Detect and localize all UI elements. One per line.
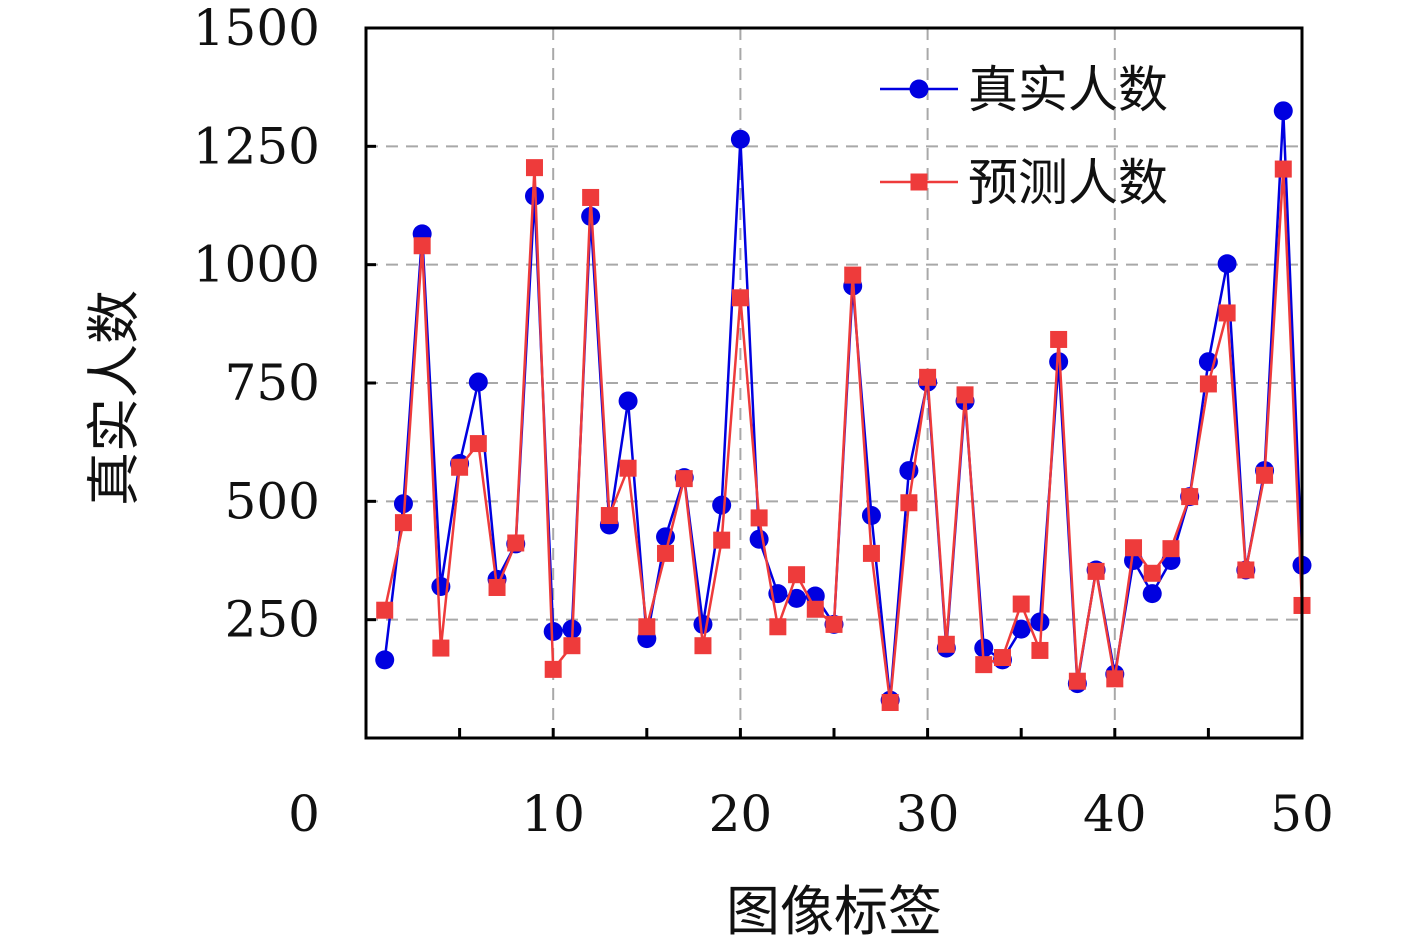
point-s1-27 <box>862 544 880 562</box>
point-s1-9 <box>525 159 543 177</box>
axis-ticks <box>366 144 1210 738</box>
x-tick-label-40: 40 <box>1083 785 1147 843</box>
point-s1-11 <box>563 637 581 655</box>
point-s0-23 <box>787 588 807 608</box>
point-s0-42 <box>1142 584 1162 604</box>
point-s1-30 <box>919 368 937 386</box>
point-s1-2 <box>394 514 412 532</box>
point-s1-33 <box>975 656 993 674</box>
point-s1-35 <box>1012 595 1030 613</box>
point-s1-4 <box>432 639 450 657</box>
point-s0-20 <box>730 129 750 149</box>
point-s1-49 <box>1274 160 1292 178</box>
legend: 真实人数 预测人数 <box>880 61 1168 212</box>
point-s1-37 <box>1050 330 1068 348</box>
series-layer <box>375 101 1312 711</box>
point-s1-28 <box>881 694 899 711</box>
point-s1-15 <box>638 618 656 636</box>
point-s0-46 <box>1217 254 1237 274</box>
y-axis-title: 真实人数 <box>83 290 146 506</box>
x-tick-label-0: 0 <box>288 785 320 843</box>
x-tick-label-10: 10 <box>521 785 585 843</box>
y-tick-label-1500: 1500 <box>193 0 320 57</box>
point-s0-1 <box>375 650 395 670</box>
x-tick-label-20: 20 <box>709 785 773 843</box>
point-s0-49 <box>1273 101 1293 121</box>
point-s1-22 <box>769 618 787 636</box>
point-s1-12 <box>582 188 600 206</box>
point-s1-16 <box>657 544 675 562</box>
grid <box>366 28 1302 738</box>
point-s1-19 <box>713 531 731 549</box>
x-tick-labels: 0 10 20 30 40 50 <box>288 785 1334 843</box>
point-s1-43 <box>1162 540 1180 558</box>
series-line-1 <box>383 166 1304 704</box>
point-s1-1 <box>376 601 394 619</box>
point-s1-36 <box>1031 641 1049 659</box>
point-s0-2 <box>393 494 413 514</box>
point-s0-18 <box>693 614 713 634</box>
point-s1-7 <box>488 578 506 596</box>
point-s0-36 <box>1030 612 1050 632</box>
point-s1-24 <box>806 600 824 618</box>
point-s1-42 <box>1143 564 1161 582</box>
point-s1-14 <box>619 459 637 477</box>
point-s1-32 <box>956 386 974 404</box>
y-tick-labels: 250 500 750 1000 1250 1500 <box>193 0 320 649</box>
point-s1-34 <box>993 649 1011 667</box>
point-s0-6 <box>468 372 488 392</box>
y-tick-label-250: 250 <box>225 591 320 649</box>
series-1 <box>376 159 1311 711</box>
y-tick-label-750: 750 <box>225 354 320 412</box>
point-s1-6 <box>469 435 487 453</box>
point-s0-14 <box>618 391 638 411</box>
y-tick-label-1250: 1250 <box>193 117 320 175</box>
x-axis-title: 图像标签 <box>726 880 942 943</box>
point-s1-39 <box>1087 562 1105 580</box>
legend-label-predicted: 预测人数 <box>968 154 1168 212</box>
point-s0-21 <box>749 529 769 549</box>
point-s1-48 <box>1256 466 1274 484</box>
point-s1-38 <box>1068 672 1086 690</box>
point-s0-35 <box>1011 619 1031 639</box>
series-0 <box>375 101 1312 710</box>
point-s1-17 <box>675 470 693 488</box>
point-s1-8 <box>507 534 525 552</box>
point-s1-41 <box>1125 539 1143 557</box>
point-s1-47 <box>1237 561 1255 579</box>
point-s1-45 <box>1199 375 1217 393</box>
point-s0-19 <box>712 495 732 515</box>
point-s1-23 <box>788 566 806 584</box>
point-s1-25 <box>825 615 843 633</box>
point-s1-21 <box>750 509 768 527</box>
point-s1-10 <box>544 660 562 678</box>
legend-marker-predicted <box>910 173 928 191</box>
legend-item-predicted: 预测人数 <box>880 154 1168 212</box>
x-tick-label-50: 50 <box>1270 785 1334 843</box>
point-s0-10 <box>543 622 563 641</box>
legend-label-actual: 真实人数 <box>968 61 1168 119</box>
point-s1-46 <box>1218 304 1236 322</box>
y-tick-label-1000: 1000 <box>193 236 320 294</box>
legend-marker-actual <box>909 79 929 99</box>
x-tick-label-30: 30 <box>896 785 960 843</box>
point-s1-31 <box>937 635 955 653</box>
y-tick-label-500: 500 <box>225 472 320 530</box>
point-s1-44 <box>1181 488 1199 506</box>
point-s1-26 <box>844 266 862 284</box>
point-s1-3 <box>413 237 431 255</box>
legend-item-actual: 真实人数 <box>880 61 1168 119</box>
point-s1-5 <box>451 458 469 476</box>
point-s1-40 <box>1106 670 1124 688</box>
point-s1-20 <box>731 289 749 307</box>
point-s1-18 <box>694 637 712 655</box>
point-s1-29 <box>900 494 918 512</box>
point-s0-27 <box>861 506 881 526</box>
point-s1-13 <box>600 507 618 525</box>
